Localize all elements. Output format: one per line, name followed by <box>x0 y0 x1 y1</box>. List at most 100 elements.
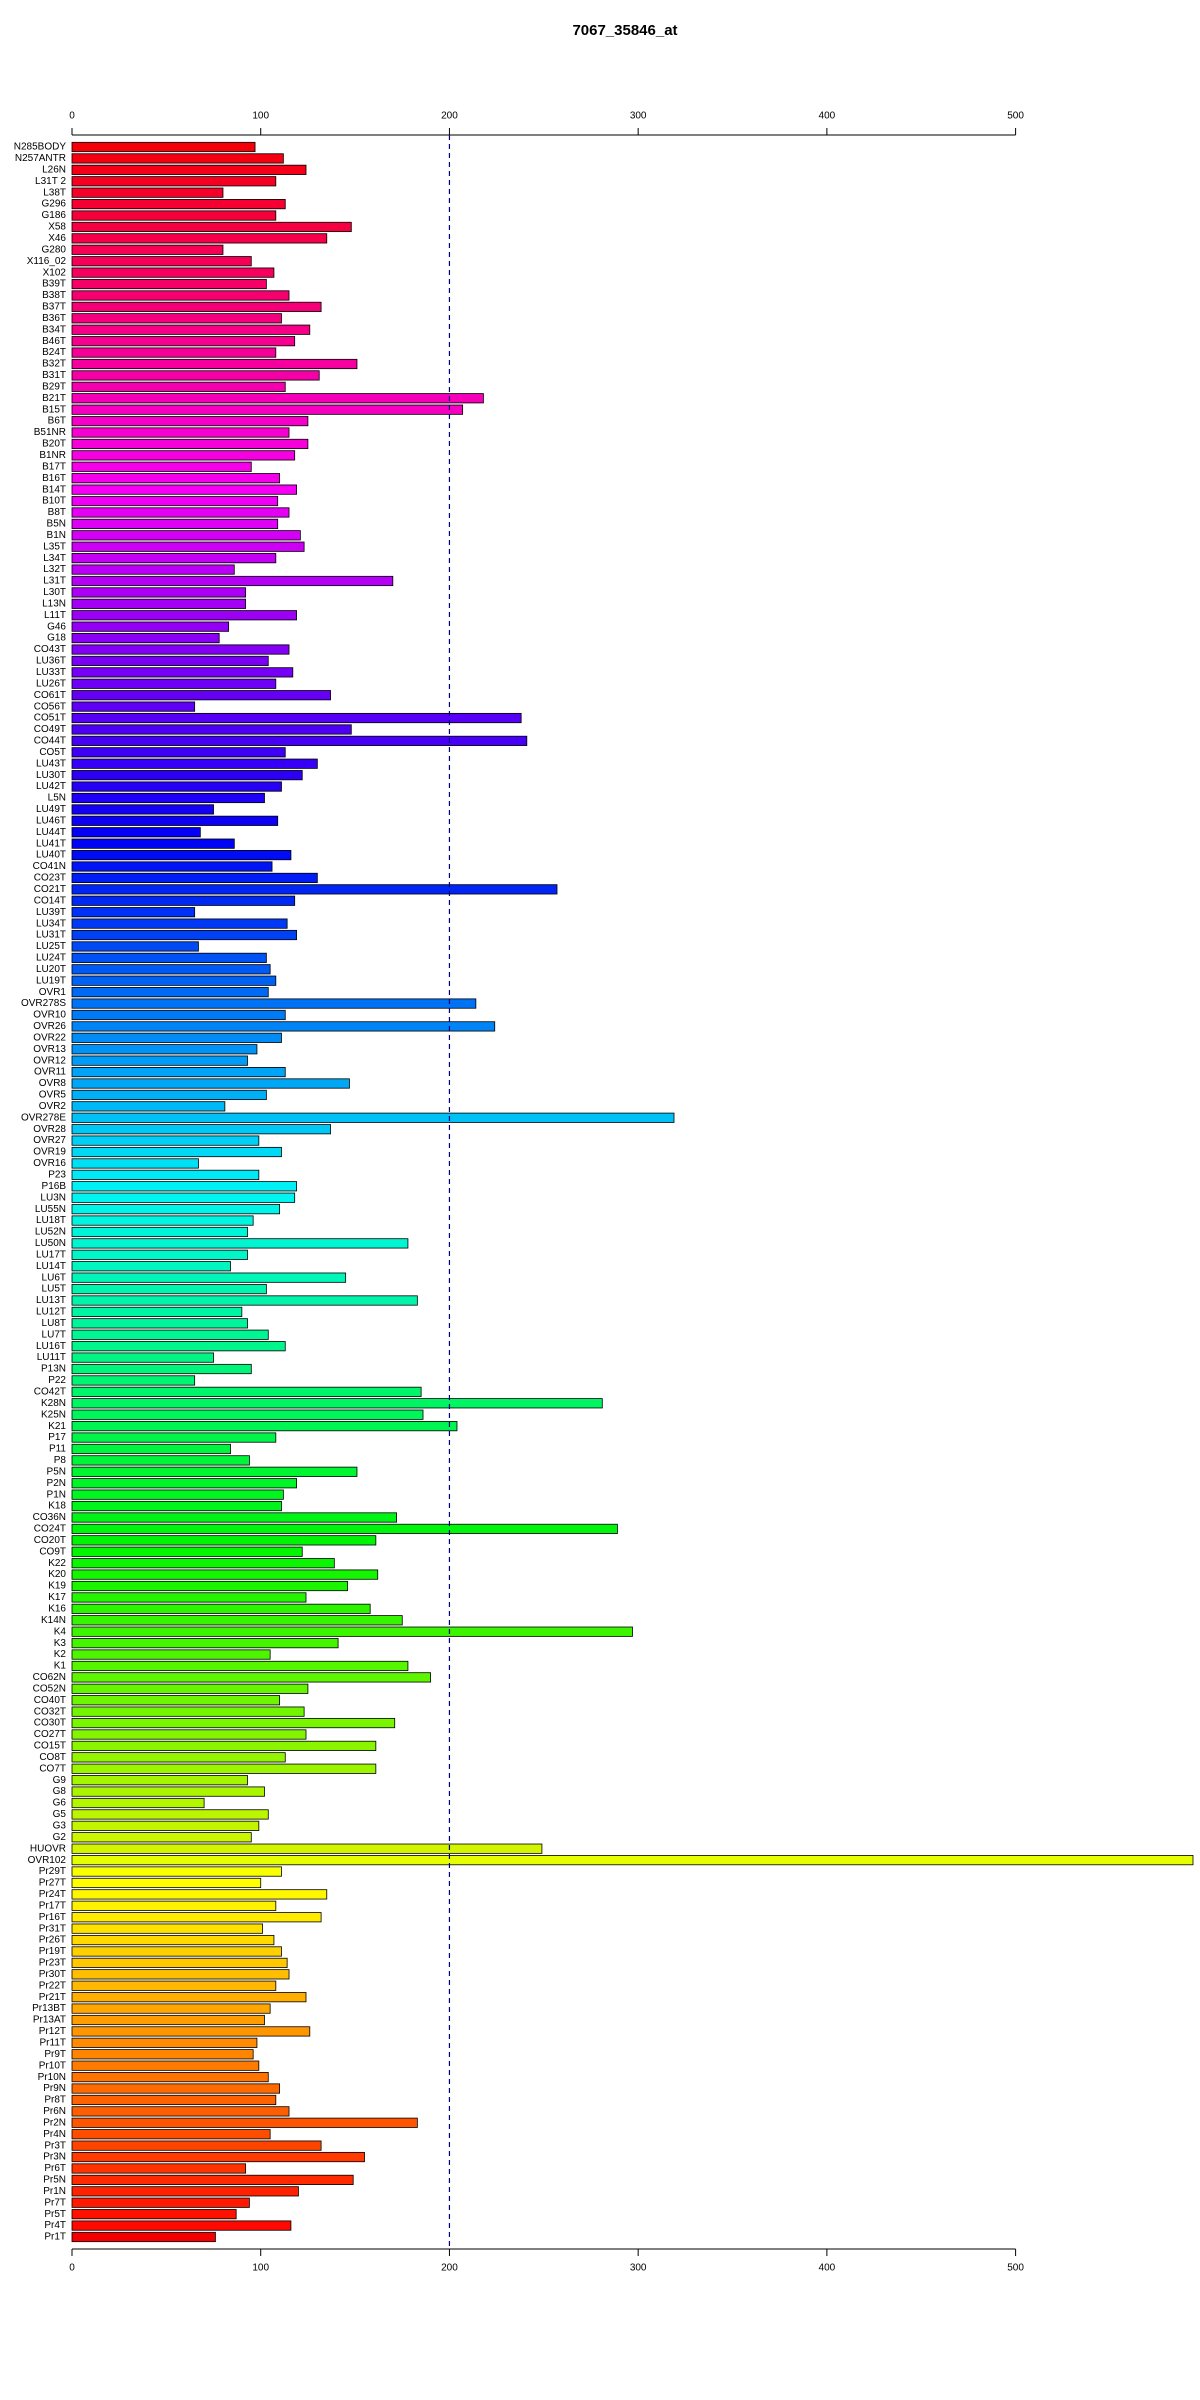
y-tick-label: OVR1 <box>39 987 67 998</box>
y-tick-label: P8 <box>54 1455 67 1466</box>
bar <box>71 850 292 861</box>
y-tick-label: LU40T <box>36 850 66 861</box>
y-tick-label: LU12T <box>36 1307 66 1318</box>
y-tick-label: Pr31T <box>39 1923 66 1934</box>
bar <box>71 1946 282 1957</box>
bar <box>71 2037 258 2048</box>
bar <box>71 975 277 986</box>
bar <box>71 1660 409 1672</box>
bar <box>71 2209 237 2220</box>
bar <box>71 2151 365 2163</box>
bar <box>71 244 224 255</box>
y-tick-label: G296 <box>42 199 67 210</box>
bar <box>71 1957 288 1968</box>
bar <box>71 233 328 244</box>
bar <box>71 1546 303 1557</box>
y-tick-label: LU14T <box>36 1261 66 1272</box>
bar <box>71 176 277 187</box>
y-tick-label: Pr5N <box>43 2175 66 2186</box>
y-tick-label: K16 <box>48 1603 66 1614</box>
bar <box>71 998 477 1009</box>
y-tick-label: CO7T <box>39 1763 66 1774</box>
bar <box>71 1592 307 1603</box>
bar <box>71 1329 269 1340</box>
y-tick-label: X58 <box>48 222 66 233</box>
y-tick-label: LU50N <box>35 1238 66 1249</box>
bar <box>71 1752 286 1763</box>
bar <box>71 1923 264 1934</box>
y-tick-label: P13N <box>41 1364 66 1375</box>
bar <box>71 1283 267 1295</box>
y-tick-label: L5N <box>48 793 66 804</box>
bar <box>71 1649 271 1660</box>
bar <box>71 644 290 655</box>
y-tick-label: G46 <box>47 621 66 632</box>
y-tick-label: Pr26T <box>39 1935 66 1946</box>
y-tick-label: CO9T <box>39 1546 66 1557</box>
bar <box>71 1706 305 1717</box>
bar <box>71 2072 269 2083</box>
bar <box>71 792 265 804</box>
y-tick-label: OVR2 <box>39 1101 67 1112</box>
y-tick-label: LU3N <box>40 1192 66 1203</box>
y-tick-label: Pr19T <box>39 1946 66 1957</box>
y-tick-label: OVR16 <box>33 1158 66 1169</box>
y-tick-label: G2 <box>53 1832 67 1843</box>
y-tick-label: OVR22 <box>33 1032 66 1043</box>
bar <box>71 1832 252 1843</box>
bar <box>71 1992 307 2003</box>
y-tick-label: B29T <box>42 381 66 392</box>
y-tick-label: OVR5 <box>39 1090 67 1101</box>
y-tick-label: P16B <box>42 1181 67 1192</box>
bar <box>71 438 309 450</box>
bar <box>71 1375 196 1386</box>
bar <box>71 1386 422 1397</box>
bar <box>71 952 267 963</box>
bar <box>71 987 269 998</box>
y-tick-label: CO51T <box>34 713 66 724</box>
y-tick-label: OVR12 <box>33 1055 66 1066</box>
bar <box>71 1226 248 1238</box>
bar <box>71 621 230 632</box>
bar <box>71 370 320 381</box>
bar <box>71 336 296 347</box>
y-tick-label: B34T <box>42 324 66 335</box>
y-tick-label: LU33T <box>36 667 66 678</box>
bar <box>71 1843 543 1854</box>
y-tick-label: Pr4N <box>43 2129 66 2140</box>
bar <box>71 381 286 392</box>
bar <box>71 2163 247 2174</box>
bar <box>71 1158 199 1169</box>
bar <box>71 1866 282 1877</box>
bar <box>71 2106 290 2117</box>
bar <box>71 416 309 427</box>
y-tick-label: Pr5T <box>44 2209 66 2220</box>
bar <box>71 1615 403 1626</box>
y-tick-label: CO14T <box>34 895 66 906</box>
y-tick-label: CO49T <box>34 724 66 735</box>
y-tick-label: LU26T <box>36 678 66 689</box>
bar <box>71 575 394 587</box>
bar <box>71 495 279 507</box>
y-tick-label: Pr17T <box>39 1900 66 1911</box>
bar <box>71 1044 258 1055</box>
y-tick-label: G280 <box>42 244 67 255</box>
y-tick-label: B15T <box>42 404 66 415</box>
y-tick-label: P17 <box>48 1432 66 1443</box>
bar <box>71 827 201 838</box>
bar <box>71 1432 277 1443</box>
bar <box>71 1820 260 1831</box>
y-tick-label: LU36T <box>36 656 66 667</box>
y-tick-label: CO52N <box>33 1683 66 1694</box>
x-tick-label: 0 <box>69 111 75 122</box>
bar <box>71 1729 307 1740</box>
bar <box>71 1112 675 1123</box>
y-tick-label: LU13T <box>36 1295 66 1306</box>
bar <box>71 1912 322 1923</box>
y-tick-label: Pr7T <box>44 2197 66 2208</box>
y-tick-label: Pr9T <box>44 2049 66 2060</box>
x-tick-label: 500 <box>1007 2263 1024 2274</box>
y-tick-label: K28N <box>41 1398 66 1409</box>
y-tick-label: K19 <box>48 1581 66 1592</box>
bar <box>71 1797 205 1809</box>
